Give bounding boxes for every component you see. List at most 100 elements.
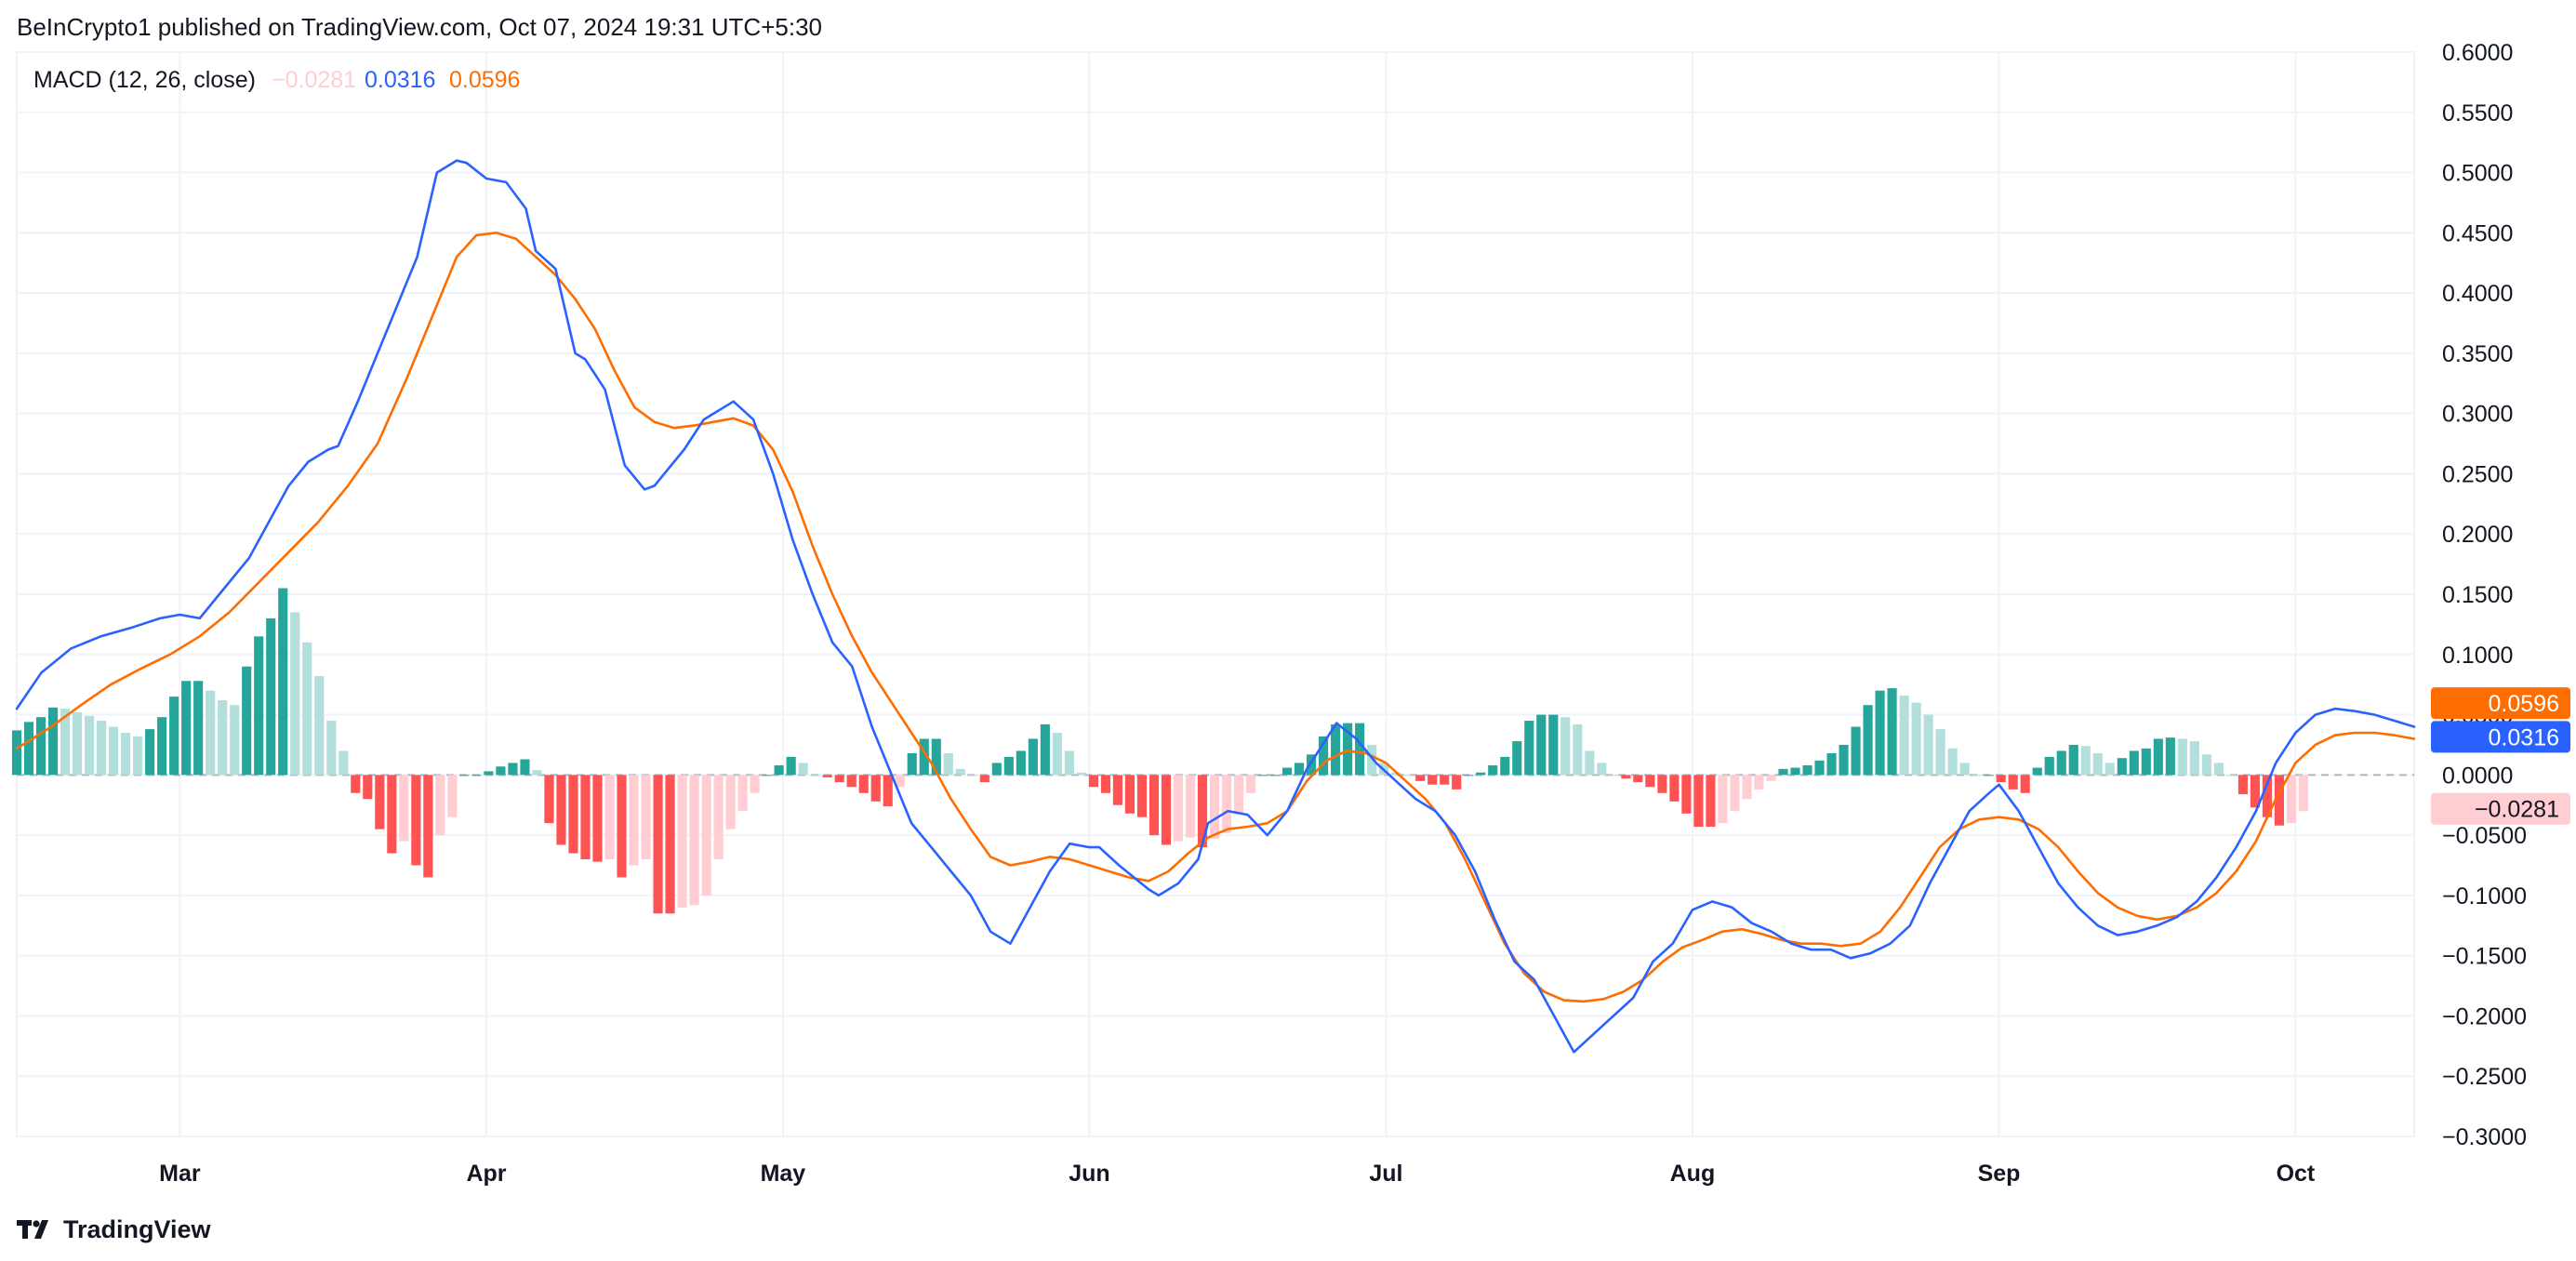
histogram-bar bbox=[1367, 744, 1377, 776]
histogram-bar bbox=[1221, 775, 1232, 833]
histogram-bar bbox=[955, 768, 965, 776]
tradingview-footer[interactable]: TradingView bbox=[17, 1214, 211, 1245]
histogram-bar bbox=[1149, 775, 1160, 836]
histogram-bar bbox=[1935, 729, 1945, 776]
legend-macd-value: 0.0316 bbox=[365, 67, 435, 93]
histogram-bar bbox=[1681, 775, 1692, 814]
histogram-bar bbox=[701, 775, 711, 896]
histogram-bar bbox=[1742, 775, 1752, 800]
histogram-bar bbox=[750, 775, 760, 793]
histogram-bar bbox=[1331, 723, 1341, 776]
histogram-bar bbox=[133, 736, 143, 776]
histogram-bar bbox=[1536, 714, 1547, 776]
x-tick-label: Jun bbox=[1069, 1161, 1109, 1187]
publish-header: BeInCrypto1 published on TradingView.com… bbox=[17, 13, 822, 41]
histogram-bar bbox=[919, 738, 929, 776]
grid bbox=[17, 51, 2414, 1137]
x-tick-label: Mar bbox=[159, 1161, 201, 1187]
histogram-bar bbox=[2080, 746, 2091, 776]
histogram-bar bbox=[1403, 775, 1414, 777]
legend-histogram-value: −0.0281 bbox=[272, 67, 356, 93]
y-tick-label: −0.1500 bbox=[2442, 944, 2527, 970]
histogram-bar bbox=[423, 775, 433, 878]
macd-line bbox=[15, 159, 2416, 1054]
histogram-bar bbox=[1427, 775, 1438, 785]
histogram-bar bbox=[2177, 738, 2187, 776]
histogram-bar bbox=[967, 775, 977, 777]
histogram-bar bbox=[1319, 736, 1329, 776]
histogram-bar bbox=[665, 775, 675, 914]
histogram-bar bbox=[1173, 775, 1184, 842]
histogram-bar bbox=[822, 775, 832, 777]
histogram-bar bbox=[2141, 748, 2151, 776]
histogram-bar bbox=[2008, 775, 2018, 790]
histogram-bar bbox=[2020, 775, 2030, 793]
histogram-bar bbox=[2165, 737, 2175, 776]
histogram-bar bbox=[1947, 748, 1958, 776]
histogram-bar bbox=[592, 775, 603, 862]
y-tick-label: 0.5500 bbox=[2442, 100, 2513, 126]
histogram-bar bbox=[2237, 775, 2248, 795]
histogram-bar bbox=[2032, 767, 2042, 776]
histogram-bar bbox=[580, 775, 591, 860]
histogram-bar bbox=[72, 711, 83, 776]
histogram-bar bbox=[870, 775, 881, 802]
histogram-bar bbox=[1185, 775, 1196, 838]
x-tick-label: May bbox=[761, 1161, 806, 1187]
signal-badge: 0.0596 bbox=[2489, 691, 2559, 717]
histogram-bar bbox=[1814, 760, 1825, 776]
histogram-bar bbox=[1100, 775, 1110, 793]
y-axis: 0.6000 0.5500 0.5000 0.4500 0.4000 0.3500 0.30… bbox=[2442, 40, 2527, 1150]
histogram-bar bbox=[1136, 775, 1148, 817]
histogram-bar bbox=[943, 753, 953, 776]
histogram-bar bbox=[641, 775, 651, 860]
histogram-bar bbox=[653, 775, 663, 914]
histogram-bar bbox=[2129, 750, 2139, 776]
legend: MACD (12, 26, close) −0.0281 0.0316 0.05… bbox=[33, 67, 520, 93]
histogram-bar bbox=[617, 775, 627, 878]
histogram-bar bbox=[84, 715, 95, 776]
histogram-bar bbox=[484, 771, 494, 776]
histogram-bar bbox=[206, 690, 216, 776]
histogram-bar bbox=[2213, 763, 2224, 776]
histogram-bar bbox=[1343, 723, 1353, 776]
histogram-bar bbox=[1197, 775, 1208, 848]
histogram-bar bbox=[1645, 775, 1655, 788]
histogram-bar bbox=[1585, 750, 1595, 776]
histogram-bar bbox=[1863, 705, 1873, 776]
histogram-bar bbox=[411, 775, 421, 866]
histogram-bar bbox=[1839, 744, 1849, 776]
histogram-bar bbox=[157, 717, 167, 776]
histogram-bar bbox=[1088, 775, 1098, 788]
histogram-bar bbox=[1996, 775, 2006, 783]
histogram bbox=[11, 588, 2309, 914]
signal-badge-bg bbox=[2431, 687, 2570, 720]
histogram-bar bbox=[230, 705, 240, 776]
histogram-bar bbox=[991, 763, 1002, 776]
y-tick-label: −0.3000 bbox=[2442, 1124, 2527, 1150]
histogram-bar bbox=[351, 775, 361, 793]
y-tick-label: 0.1000 bbox=[2442, 643, 2513, 669]
histogram-bar bbox=[375, 775, 385, 830]
histogram-bar bbox=[532, 770, 542, 776]
histogram-bar bbox=[762, 775, 772, 777]
y-tick-label: −0.2000 bbox=[2442, 1003, 2527, 1029]
histogram-bar bbox=[1524, 721, 1534, 776]
histogram-bar bbox=[1826, 753, 1837, 776]
signal-line bbox=[15, 232, 2416, 1003]
histogram-bar bbox=[2105, 763, 2115, 776]
histogram-bar bbox=[290, 612, 300, 776]
histogram-bar bbox=[2153, 738, 2163, 776]
y-tick-label: 0.3000 bbox=[2442, 402, 2513, 428]
histogram-bar bbox=[447, 775, 458, 817]
histogram-bar bbox=[774, 764, 784, 776]
histogram-bar bbox=[1257, 775, 1268, 777]
histogram-bar bbox=[1766, 775, 1776, 781]
histogram-bar bbox=[11, 730, 22, 776]
histogram-bar bbox=[1112, 775, 1123, 805]
histogram-bar bbox=[1476, 772, 1486, 776]
histogram-bar bbox=[1295, 763, 1305, 776]
histogram-bar bbox=[2044, 756, 2054, 776]
histogram-bar bbox=[2298, 775, 2309, 812]
